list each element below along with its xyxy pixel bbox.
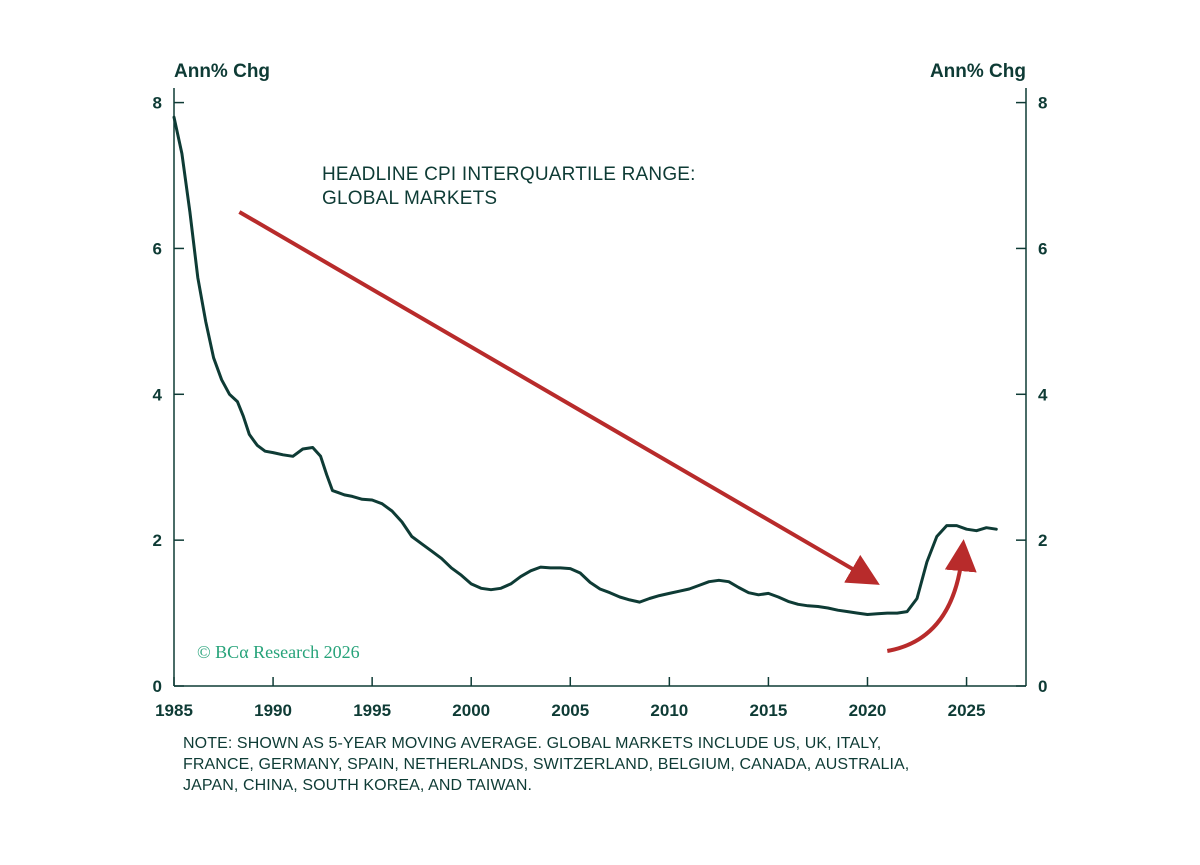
y-tick-label-left: 4 bbox=[153, 385, 163, 404]
note-line: NOTE: SHOWN AS 5-YEAR MOVING AVERAGE. GL… bbox=[183, 735, 882, 752]
right-axis-unit-label: Ann% Chg bbox=[930, 61, 1026, 82]
chart-note: NOTE: SHOWN AS 5-YEAR MOVING AVERAGE. GL… bbox=[183, 733, 1083, 796]
trend-up-arrow bbox=[886, 539, 977, 653]
x-tick-label: 2020 bbox=[849, 701, 887, 720]
x-tick-label: 1985 bbox=[155, 701, 193, 720]
y-tick-label-left: 8 bbox=[153, 94, 162, 113]
y-tick-label-right: 8 bbox=[1038, 94, 1047, 113]
y-tick-label-right: 4 bbox=[1038, 385, 1048, 404]
y-tick-label-left: 6 bbox=[153, 239, 162, 258]
x-tick-label: 2015 bbox=[750, 701, 788, 720]
x-tick-label: 2010 bbox=[650, 701, 688, 720]
note-line: FRANCE, GERMANY, SPAIN, NETHERLANDS, SWI… bbox=[183, 756, 910, 773]
x-tick-label: 2005 bbox=[551, 701, 589, 720]
watermark: © BCα Research 2026 bbox=[197, 642, 360, 662]
x-tick-label: 2000 bbox=[452, 701, 490, 720]
x-tick-label: 2025 bbox=[948, 701, 986, 720]
y-tick-label-left: 0 bbox=[153, 677, 162, 696]
note-line: JAPAN, CHINA, SOUTH KOREA, AND TAIWAN. bbox=[183, 777, 533, 794]
y-tick-label-right: 0 bbox=[1038, 677, 1047, 696]
x-tick-label: 1990 bbox=[254, 701, 292, 720]
left-axis-unit-label: Ann% Chg bbox=[174, 61, 270, 82]
chart-subtitle: GLOBAL MARKETS bbox=[322, 188, 497, 209]
y-tick-label-right: 2 bbox=[1038, 531, 1047, 550]
x-tick-label: 1995 bbox=[353, 701, 391, 720]
trend-down-arrow bbox=[238, 210, 880, 585]
y-tick-label-left: 2 bbox=[153, 531, 162, 550]
y-tick-label-right: 6 bbox=[1038, 239, 1047, 258]
series-line bbox=[172, 115, 998, 616]
chart-title: HEADLINE CPI INTERQUARTILE RANGE: bbox=[322, 164, 696, 185]
